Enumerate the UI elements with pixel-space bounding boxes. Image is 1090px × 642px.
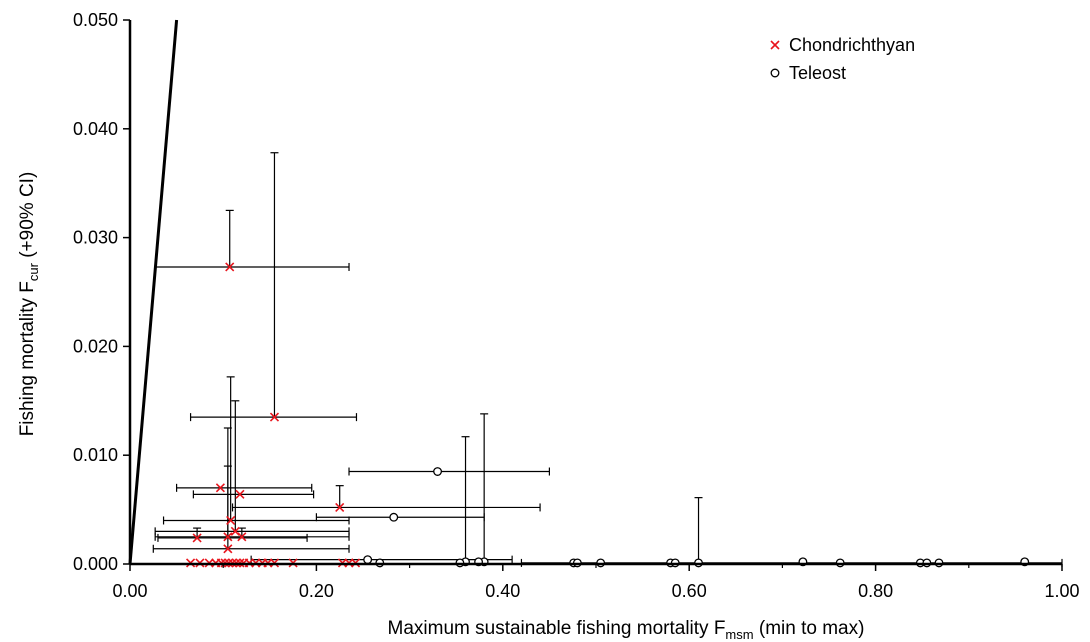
chondrichthyan-vertical-error-bar bbox=[270, 152, 279, 418]
y-tick-label: 0.050 bbox=[73, 10, 118, 30]
chondrichthyan-vertical-error-bar bbox=[231, 400, 240, 532]
chondrichthyan-horizontal-error-bar bbox=[157, 533, 308, 542]
markers-layer bbox=[186, 262, 1030, 568]
y-axis-label: Fishing mortality Fcur (+90% CI) bbox=[17, 172, 41, 437]
teleost-point bbox=[433, 467, 443, 476]
legend-item-chondrichthyan: Chondrichthyan bbox=[770, 35, 915, 55]
reference-line-layer bbox=[128, 19, 179, 565]
chondrichthyan-horizontal-error-bar bbox=[176, 483, 313, 492]
marker-stroke bbox=[269, 412, 280, 422]
legend: Chondrichthyan Teleost bbox=[770, 35, 915, 83]
chondrichthyan-horizontal-error-bar bbox=[154, 527, 350, 536]
chondrichthyan-horizontal-error-bar bbox=[154, 532, 350, 541]
ticks-layer: 0.00 0.20 0.40 0.60 0.80 1.00 0.000 0.010 0.020 0… bbox=[73, 10, 1080, 601]
x-tick-label: 0.20 bbox=[299, 581, 334, 601]
axes-layer bbox=[128, 20, 1062, 566]
reference-line bbox=[128, 19, 179, 565]
chondrichthyan-vertical-error-bar bbox=[225, 209, 234, 267]
teleost-vertical-error-bar bbox=[461, 436, 470, 562]
chondrichthyan-horizontal-error-bar bbox=[231, 503, 541, 512]
chondrichthyan-horizontal-error-bar bbox=[154, 262, 350, 271]
teleost-point bbox=[363, 555, 373, 565]
teleost-vertical-error-bar bbox=[694, 497, 703, 563]
marker-stroke bbox=[230, 526, 240, 536]
teleost-vertical-error-bar bbox=[480, 413, 489, 562]
chondrichthyan-point bbox=[226, 515, 236, 526]
marker-stroke bbox=[237, 532, 247, 542]
chondrichthyan-point bbox=[192, 533, 202, 543]
marker-stroke bbox=[335, 502, 345, 512]
teleost-horizontal-error-bar bbox=[348, 467, 551, 476]
y-tick-label: 0.040 bbox=[73, 119, 118, 139]
legend-label-teleost: Teleost bbox=[789, 63, 846, 83]
chondrichthyan-vertical-error-bar bbox=[335, 485, 344, 508]
y-tick-label: 0.000 bbox=[73, 554, 118, 574]
x-tick-label: 0.00 bbox=[112, 581, 147, 601]
chondrichthyan-horizontal-error-bar bbox=[152, 544, 350, 553]
x-tick-label: 0.40 bbox=[485, 581, 520, 601]
axis-labels-layer: Maximum sustainable fishing mortality Fm… bbox=[17, 172, 864, 642]
error-bars-layer bbox=[152, 152, 1063, 567]
marker-stroke bbox=[235, 489, 245, 499]
chondrichthyan-point bbox=[225, 262, 235, 272]
legend-label-chondrichthyan: Chondrichthyan bbox=[789, 35, 915, 55]
marker-stroke bbox=[215, 483, 225, 493]
chondrichthyan-horizontal-error-bar bbox=[192, 490, 315, 499]
chondrichthyan-vertical-error-bar bbox=[223, 465, 232, 549]
legend-marker-teleost bbox=[770, 68, 780, 78]
x-tick-label: 1.00 bbox=[1044, 581, 1079, 601]
y-tick-label: 0.020 bbox=[73, 336, 118, 356]
marker-stroke bbox=[225, 262, 235, 272]
marker-stroke bbox=[192, 533, 202, 543]
x-tick-label: 0.60 bbox=[672, 581, 707, 601]
x-axis-label: Maximum sustainable fishing mortality Fm… bbox=[388, 618, 865, 642]
marker-stroke bbox=[223, 544, 233, 554]
legend-marker-chondrichthyan bbox=[770, 40, 780, 50]
chondrichthyan-point bbox=[223, 544, 233, 554]
chondrichthyan-vertical-error-bar bbox=[193, 527, 202, 538]
chondrichthyan-point bbox=[237, 532, 247, 542]
chondrichthyan-vertical-error-bar bbox=[226, 376, 235, 521]
chondrichthyan-point bbox=[269, 412, 280, 422]
marker-stroke bbox=[223, 532, 233, 542]
x-tick-label: 0.80 bbox=[858, 581, 893, 601]
teleost-point bbox=[389, 512, 399, 522]
y-tick-label: 0.030 bbox=[73, 228, 118, 248]
marker-stroke bbox=[770, 40, 780, 50]
marker-stroke bbox=[226, 515, 236, 526]
chondrichthyan-point bbox=[215, 483, 225, 493]
y-tick-label: 0.010 bbox=[73, 445, 118, 465]
chondrichthyan-point bbox=[235, 489, 245, 499]
chondrichthyan-point bbox=[223, 532, 233, 542]
legend-item-teleost: Teleost bbox=[770, 63, 846, 83]
chondrichthyan-point bbox=[335, 502, 345, 512]
